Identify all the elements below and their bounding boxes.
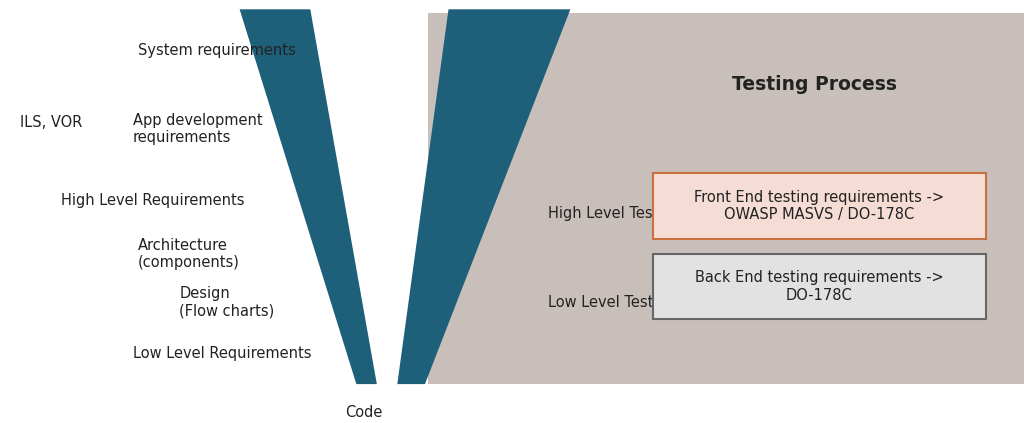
Text: Low Level Testing: Low Level Testing (548, 295, 676, 310)
Text: Architecture
(components): Architecture (components) (138, 238, 240, 270)
FancyBboxPatch shape (428, 13, 1024, 384)
Text: Front End testing requirements ->
OWASP MASVS / DO-178C: Front End testing requirements -> OWASP … (694, 190, 944, 222)
Polygon shape (397, 9, 570, 384)
FancyBboxPatch shape (653, 173, 986, 239)
Polygon shape (240, 9, 377, 384)
Text: High Level Testing: High Level Testing (548, 206, 681, 221)
Text: Back End testing requirements ->
DO-178C: Back End testing requirements -> DO-178C (695, 270, 943, 302)
Text: Low Level Requirements: Low Level Requirements (133, 346, 311, 361)
Text: Code: Code (345, 405, 382, 420)
Text: High Level Requirements: High Level Requirements (61, 193, 245, 209)
FancyBboxPatch shape (653, 254, 986, 319)
Text: Design
(Flow charts): Design (Flow charts) (179, 286, 274, 319)
Text: ILS, VOR: ILS, VOR (20, 115, 83, 130)
Text: App development
requirements: App development requirements (133, 113, 263, 145)
Text: Testing Process: Testing Process (731, 75, 897, 94)
Text: System requirements: System requirements (138, 43, 296, 58)
